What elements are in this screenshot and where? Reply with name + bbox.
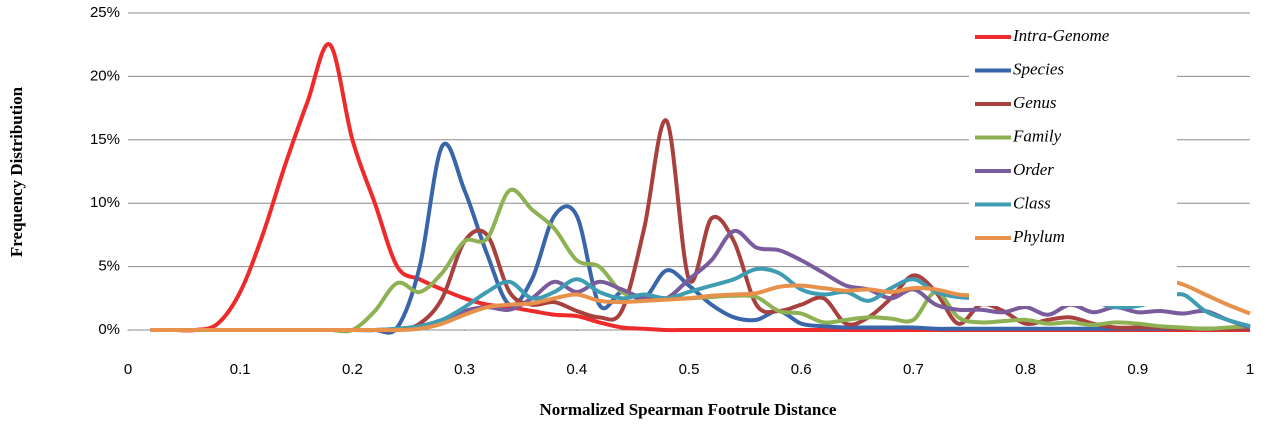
legend-label: Species — [1013, 59, 1064, 78]
legend-background — [969, 22, 1177, 306]
legend-label: Order — [1013, 160, 1054, 179]
x-axis-title: Normalized Spearman Footrule Distance — [540, 400, 837, 419]
y-axis-title: Frequency Distribution — [7, 86, 26, 257]
x-tick-label: 0.6 — [791, 361, 812, 378]
x-tick-label: 0.1 — [230, 361, 251, 378]
x-tick-label: 1 — [1246, 361, 1254, 378]
y-tick-label: 10% — [90, 194, 120, 211]
y-tick-label: 5% — [98, 258, 120, 275]
x-tick-label: 0.2 — [342, 361, 363, 378]
x-tick-label: 0 — [124, 361, 132, 378]
x-tick-label: 0.4 — [566, 361, 587, 378]
legend-label: Genus — [1013, 93, 1057, 112]
legend-label: Family — [1012, 126, 1062, 145]
y-tick-label: 20% — [90, 67, 120, 84]
y-tick-label: 25% — [90, 4, 120, 21]
x-tick-label: 0.3 — [454, 361, 475, 378]
y-tick-label: 15% — [90, 131, 120, 148]
legend-label: Intra-Genome — [1012, 26, 1110, 45]
x-tick-label: 0.9 — [1127, 361, 1148, 378]
x-tick-label: 0.8 — [1015, 361, 1036, 378]
legend: Intra-Genome Species Genus Family Order Class… — [969, 22, 1177, 306]
x-tick-label: 0.7 — [903, 361, 924, 378]
legend-label: Phylum — [1012, 227, 1065, 246]
x-tick-label: 0.5 — [679, 361, 700, 378]
y-tick-label: 0% — [98, 321, 120, 338]
legend-label: Class — [1013, 193, 1051, 212]
